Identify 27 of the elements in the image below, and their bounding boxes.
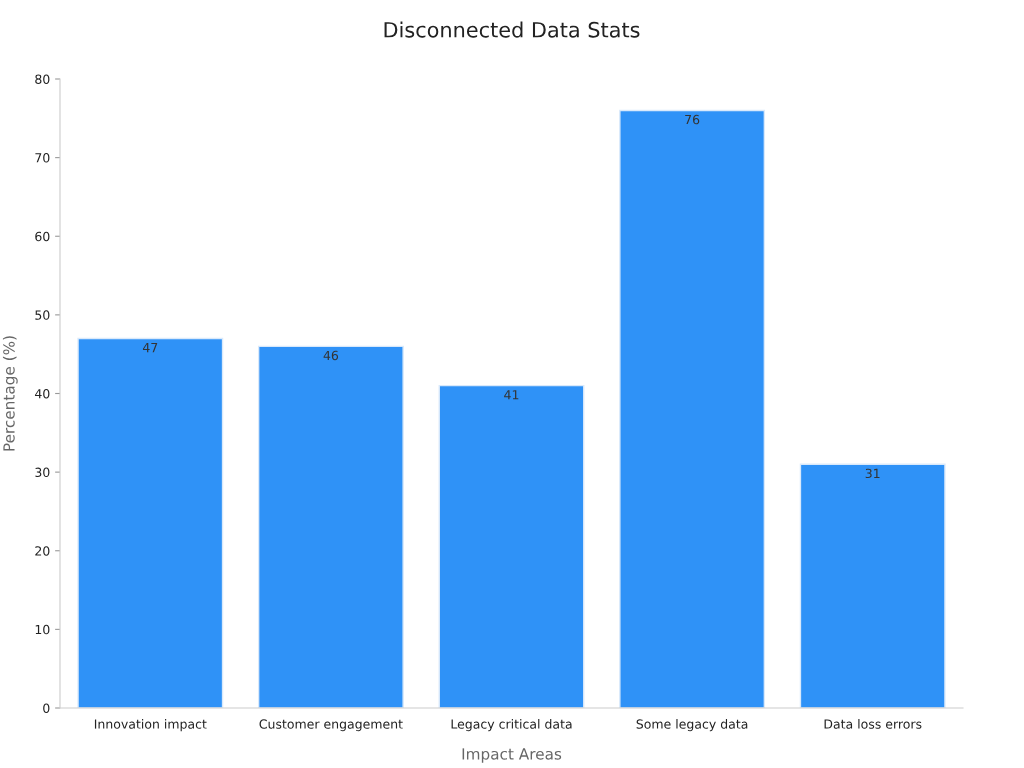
y-tick-label: 80 (35, 74, 50, 84)
x-tick-label: Innovation impact (94, 719, 207, 732)
y-tick-label: 70 (35, 153, 50, 163)
y-tick-label: 30 (35, 467, 50, 478)
x-tick-label: Legacy critical data (451, 719, 572, 732)
y-tick-label: 60 (35, 231, 50, 242)
x-tick-label: Data loss errors (824, 719, 922, 729)
bar (257, 345, 404, 708)
x-tick-label: Some legacy data (636, 719, 748, 732)
bar (438, 384, 585, 708)
bar (619, 109, 766, 708)
y-axis-title: Percentage (%) (2, 336, 18, 451)
data-label: 31 (865, 468, 880, 479)
y-tick-label: 10 (35, 624, 50, 635)
x-axis-title: Impact Areas (462, 748, 562, 763)
y-tick-label: 40 (34, 388, 50, 399)
data-label: 41 (504, 390, 519, 400)
chart-title: Disconnected Data Stats (384, 21, 640, 38)
y-tick-label: 50 (35, 310, 50, 320)
bar (799, 463, 946, 708)
bar (77, 337, 224, 708)
data-label: 47 (142, 343, 158, 353)
data-label: 46 (323, 350, 339, 361)
y-tick-label: 20 (35, 546, 50, 556)
data-label: 76 (685, 114, 700, 125)
y-tick-label: 0 (43, 703, 50, 713)
x-tick-label: Customer engagement (259, 719, 403, 732)
